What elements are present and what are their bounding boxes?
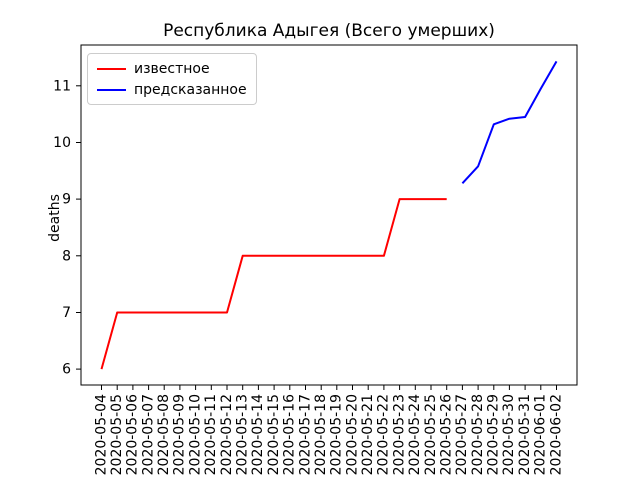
chart-title: Республика Адыгея (Всего умерших) [163, 21, 495, 41]
axes-frame [80, 44, 578, 386]
y-tick-label: 6 [62, 362, 71, 378]
legend: известное предсказанное [87, 53, 257, 105]
x-tick-label: 2020-05-04 [93, 394, 109, 475]
legend-item-known: известное [97, 58, 247, 79]
x-tick-label: 2020-05-21 [360, 394, 376, 475]
x-tick-label: 2020-05-11 [203, 394, 219, 475]
x-tick-label: 2020-05-06 [125, 394, 141, 475]
x-tick-label: 2020-06-02 [548, 394, 564, 475]
predicted-series-line [461, 60, 558, 184]
x-tick-label: 2020-05-13 [235, 394, 251, 475]
x-tick-label: 2020-05-12 [219, 394, 235, 475]
legend-label-known: известное [134, 60, 210, 77]
legend-line-swatch-predicted [97, 88, 126, 91]
y-tick-label: 10 [53, 135, 71, 151]
x-tick-label: 2020-06-01 [533, 394, 549, 475]
x-tick-label: 2020-05-29 [486, 394, 502, 475]
x-tick-label: 2020-05-26 [439, 394, 455, 475]
x-tick-label: 2020-05-22 [376, 394, 392, 475]
x-tick-label: 2020-05-23 [391, 394, 407, 475]
x-tick-label: 2020-05-16 [282, 394, 298, 475]
x-tick-label: 2020-05-27 [454, 394, 470, 475]
x-tick-label: 2020-05-31 [517, 394, 533, 475]
y-tick-label: 9 [62, 192, 71, 208]
x-tick-label: 2020-05-28 [470, 394, 486, 475]
x-tick-label: 2020-05-14 [250, 394, 266, 475]
known-series-line [100, 198, 447, 370]
x-tick-label: 2020-05-20 [344, 394, 360, 475]
x-tick-label: 2020-05-18 [313, 394, 329, 475]
x-tick-label: 2020-05-09 [172, 394, 188, 475]
x-tick-label: 2020-05-10 [187, 394, 203, 475]
y-tick-label: 7 [62, 305, 71, 321]
x-tick-label: 2020-05-15 [266, 394, 282, 475]
y-tick-label: 11 [53, 78, 71, 94]
legend-line-swatch-known [97, 67, 126, 70]
x-tick-label: 2020-05-07 [140, 394, 156, 475]
x-tick-label: 2020-05-19 [329, 394, 345, 475]
x-tick-label: 2020-05-24 [407, 394, 423, 475]
legend-label-predicted: предсказанное [134, 81, 247, 98]
y-tick-label: 8 [62, 248, 71, 264]
x-tick-label: 2020-05-25 [423, 394, 439, 475]
x-tick-label: 2020-05-30 [501, 394, 517, 475]
x-tick-label: 2020-05-17 [297, 394, 313, 475]
x-tick-label: 2020-05-05 [109, 394, 125, 475]
x-tick-label: 2020-05-08 [156, 394, 172, 475]
legend-item-predicted: предсказанное [97, 79, 247, 100]
